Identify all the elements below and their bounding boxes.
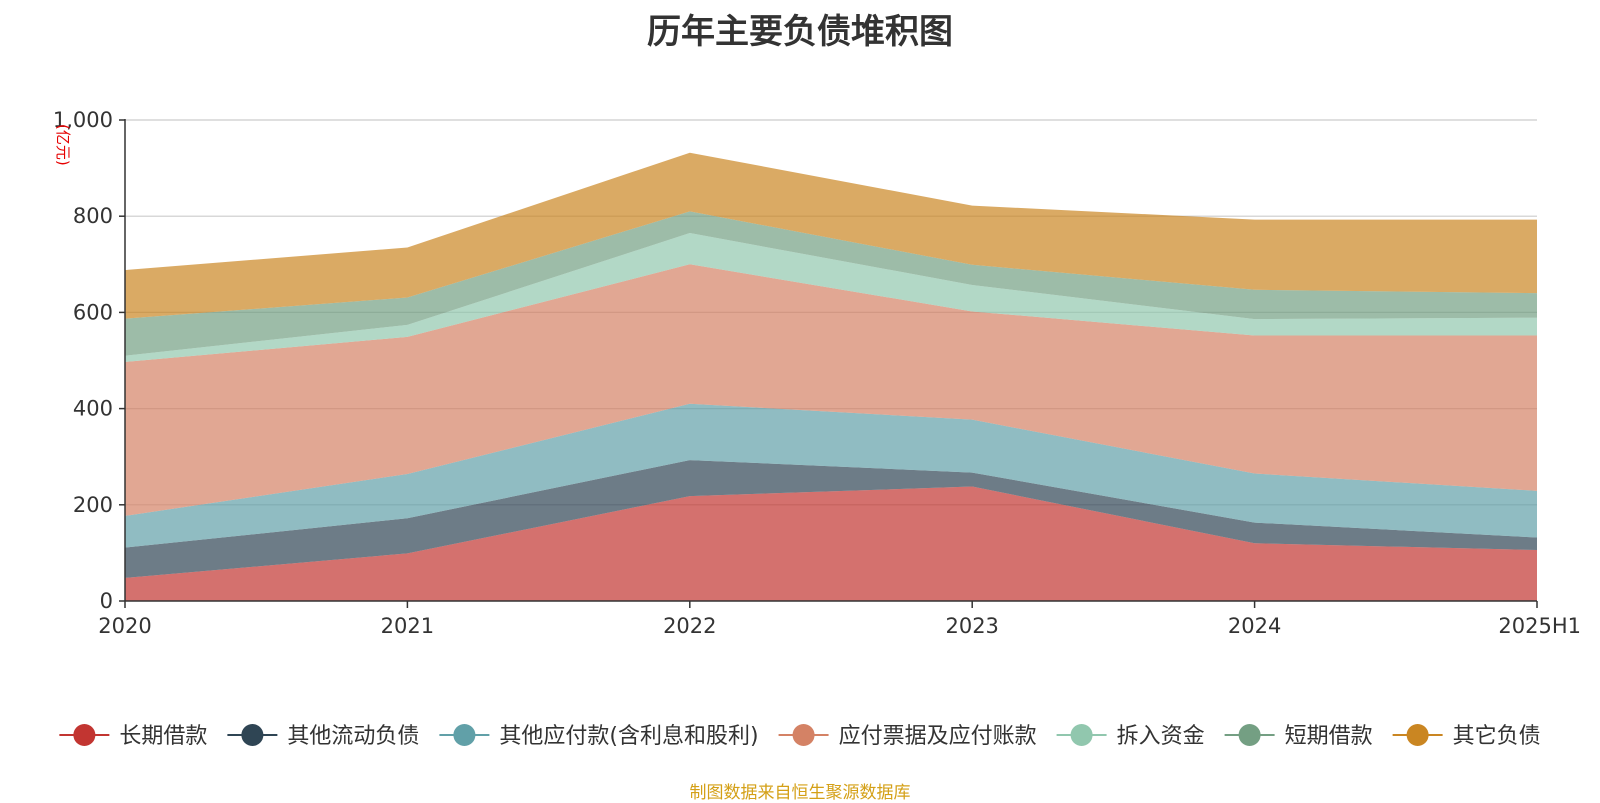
area-series-group bbox=[125, 152, 1537, 601]
legend-item-6[interactable]: 短期借款 bbox=[1224, 724, 1373, 749]
legend-circle-icon bbox=[453, 724, 476, 746]
area-series-6 bbox=[125, 211, 1537, 356]
legend-label: 其它负债 bbox=[1453, 724, 1541, 749]
legend: 长期借款 其他流动负债 其他应付款(含利息和股利) 应付票据及应付账款 拆入资金 短期借款… bbox=[59, 724, 1541, 749]
legend-label: 其他应付款(含利息和股利) bbox=[499, 724, 758, 749]
legend-circle-icon bbox=[73, 724, 96, 746]
legend-label: 其他流动负债 bbox=[287, 724, 419, 749]
legend-circle-icon bbox=[1070, 724, 1093, 746]
y-tick-label: 600 bbox=[73, 300, 113, 324]
legend-circle-icon bbox=[1238, 724, 1261, 746]
source-note: 制图数据来自恒生聚源数据库 bbox=[689, 783, 911, 803]
legend-label: 短期借款 bbox=[1285, 724, 1373, 749]
area-series-3 bbox=[125, 403, 1537, 548]
y-tick-label: 1,000 bbox=[53, 108, 113, 132]
x-tick-label: 2022 bbox=[663, 614, 716, 638]
legend-item-4[interactable]: 应付票据及应付账款 bbox=[778, 724, 1037, 749]
x-tick-label: 2023 bbox=[945, 614, 998, 638]
y-tick-label: 200 bbox=[73, 493, 113, 517]
y-tick-label: 800 bbox=[73, 204, 113, 228]
area-series-7 bbox=[125, 152, 1537, 319]
legend-circle-icon bbox=[1406, 724, 1429, 746]
legend-label: 长期借款 bbox=[119, 724, 207, 749]
legend-label: 拆入资金 bbox=[1117, 724, 1205, 749]
x-tick-label: 2021 bbox=[381, 614, 434, 638]
y-tick-label: 400 bbox=[73, 397, 113, 421]
area-series-1 bbox=[125, 486, 1537, 601]
y-axis-unit-label: (亿元) bbox=[54, 124, 72, 166]
area-series-2 bbox=[125, 460, 1537, 578]
chart-title: 历年主要负债堆积图 bbox=[647, 12, 953, 52]
legend-label: 应付票据及应付账款 bbox=[839, 724, 1037, 749]
legend-circle-icon bbox=[792, 724, 815, 746]
legend-circle-icon bbox=[241, 724, 264, 746]
axes: 0 200 400 600 800 1,000 2020 2021 2022 2023 2024 20… bbox=[53, 108, 1581, 638]
legend-item-3[interactable]: 其他应付款(含利息和股利) bbox=[439, 724, 759, 749]
legend-item-1[interactable]: 长期借款 bbox=[59, 724, 207, 749]
x-tick-label: 2020 bbox=[98, 614, 151, 638]
legend-item-7[interactable]: 其它负债 bbox=[1392, 724, 1541, 749]
legend-item-2[interactable]: 其他流动负债 bbox=[227, 724, 419, 749]
legend-item-5[interactable]: 拆入资金 bbox=[1056, 724, 1205, 749]
x-tick-label: 2025H1 bbox=[1498, 614, 1581, 638]
x-tick-label: 2024 bbox=[1228, 614, 1281, 638]
area-series-4 bbox=[125, 264, 1537, 516]
area-series-5 bbox=[125, 233, 1537, 362]
y-tick-label: 0 bbox=[100, 589, 113, 613]
